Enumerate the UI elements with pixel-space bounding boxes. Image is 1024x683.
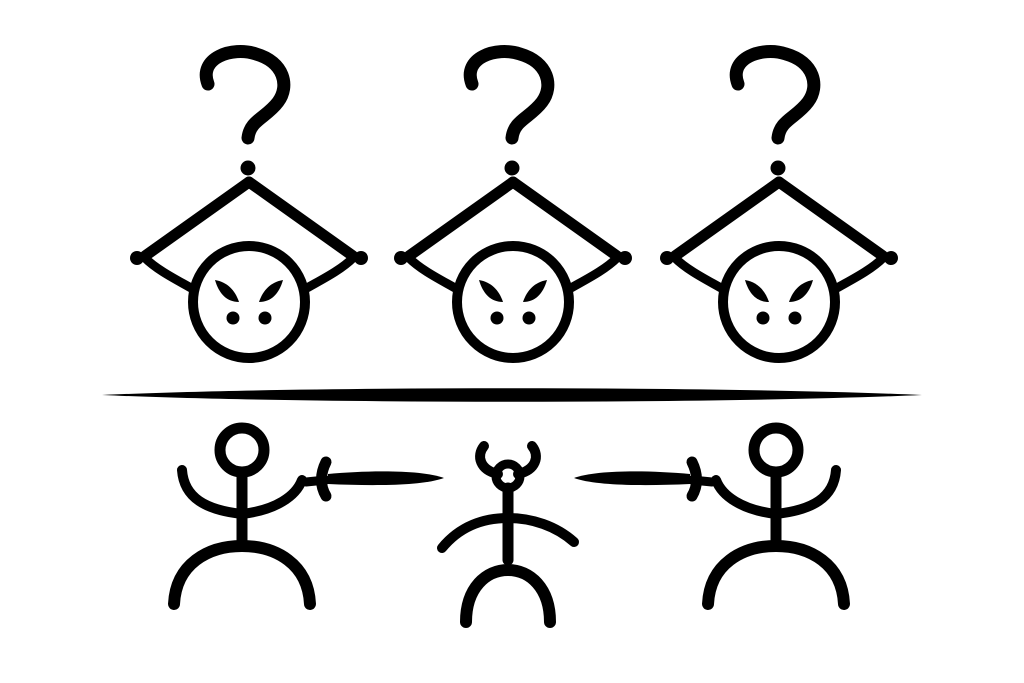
hat-face-figure-2	[394, 182, 632, 358]
hat-face-figure-3	[660, 182, 898, 358]
question-mark-icon-1	[206, 52, 284, 176]
horned-figure	[442, 446, 574, 622]
hat-face-figure-1	[130, 182, 368, 358]
swordsman-figure-left	[174, 428, 444, 604]
horizontal-divider	[102, 388, 922, 402]
question-mark-icon-2	[470, 52, 548, 176]
swordsman-figure-right	[574, 428, 844, 604]
question-mark-icon-3	[736, 52, 814, 176]
